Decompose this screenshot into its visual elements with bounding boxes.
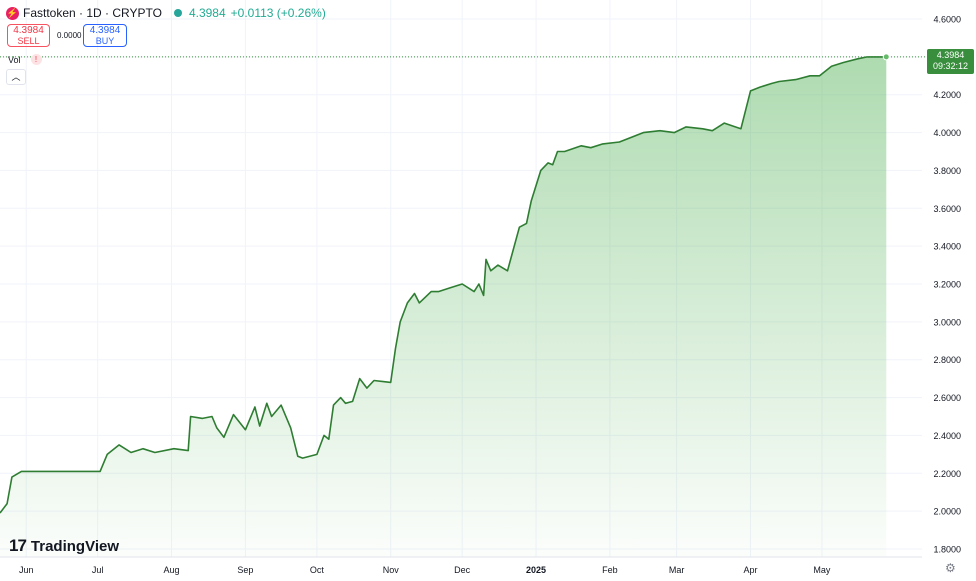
sell-price: 4.3984	[13, 25, 44, 36]
tradingview-mark-icon: 17	[9, 536, 27, 555]
market-open-icon	[173, 9, 182, 17]
collapse-chevron-up-icon[interactable]: ︿	[6, 69, 26, 85]
volume-indicator[interactable]: Vol !	[8, 54, 42, 65]
y-tick-label: 2.4000	[933, 431, 961, 441]
y-tick-label: 3.8000	[933, 166, 961, 176]
x-tick-label: Aug	[164, 565, 180, 575]
x-tick-label: Mar	[669, 565, 685, 575]
last-price-dot	[882, 53, 890, 61]
y-tick-label: 3.0000	[933, 317, 961, 327]
sell-label: SELL	[17, 36, 40, 46]
gear-icon[interactable]: ⚙	[945, 561, 956, 575]
brand-name: TradingView	[30, 537, 120, 555]
y-tick-label: 2.2000	[933, 469, 961, 479]
y-tick-label: 1.8000	[933, 545, 961, 555]
spread-value: 0.0000	[57, 31, 82, 40]
y-tick-label: 3.6000	[933, 204, 961, 214]
x-tick-label: Sep	[237, 565, 253, 575]
x-tick-label: Dec	[454, 565, 471, 575]
x-tick-label: Oct	[310, 565, 325, 575]
last-price-tag-value: 4.3984	[936, 50, 965, 60]
candle-countdown: 09:32:12	[932, 61, 969, 71]
sell-button[interactable]: 4.3984 SELL	[7, 24, 50, 47]
buy-label: BUY	[95, 36, 115, 46]
x-tick-label: May	[813, 565, 831, 575]
last-price: 4.3984	[188, 6, 226, 20]
y-tick-label: 2.0000	[933, 507, 961, 517]
chart-header: ⚡ Fasttoken · 1D · CRYPTO 4.3984 +0.0113…	[6, 5, 326, 21]
price-change: +0.0113 (+0.26%)	[230, 6, 326, 20]
y-tick-label: 4.0000	[933, 128, 961, 138]
y-tick-label: 3.4000	[933, 242, 961, 252]
warning-icon[interactable]: !	[30, 54, 42, 65]
y-tick-label: 3.2000	[933, 280, 961, 290]
x-tick-label: Nov	[383, 565, 400, 575]
buy-button[interactable]: 4.3984 BUY	[83, 24, 127, 47]
y-tick-label: 2.6000	[933, 393, 961, 403]
last-price-tag: 4.3984 09:32:12	[927, 49, 974, 74]
tradingview-logo[interactable]: 17 TradingView	[9, 536, 119, 556]
x-tick-label: Apr	[743, 565, 757, 575]
x-tick-label: Jul	[92, 565, 104, 575]
fasttoken-logo-icon: ⚡	[6, 6, 19, 20]
y-tick-label: 2.8000	[933, 355, 961, 365]
price-area-fill	[0, 56, 887, 558]
symbol-title[interactable]: Fasttoken · 1D · CRYPTO	[23, 6, 162, 20]
x-tick-label: Feb	[602, 565, 618, 575]
price-line	[0, 56, 887, 514]
x-tick-label: Jun	[19, 565, 34, 575]
y-tick-label: 4.2000	[933, 90, 961, 100]
y-tick-label: 4.6000	[933, 15, 961, 25]
volume-label: Vol	[8, 54, 21, 65]
buy-price: 4.3984	[89, 25, 121, 36]
x-tick-label: 2025	[526, 565, 546, 575]
